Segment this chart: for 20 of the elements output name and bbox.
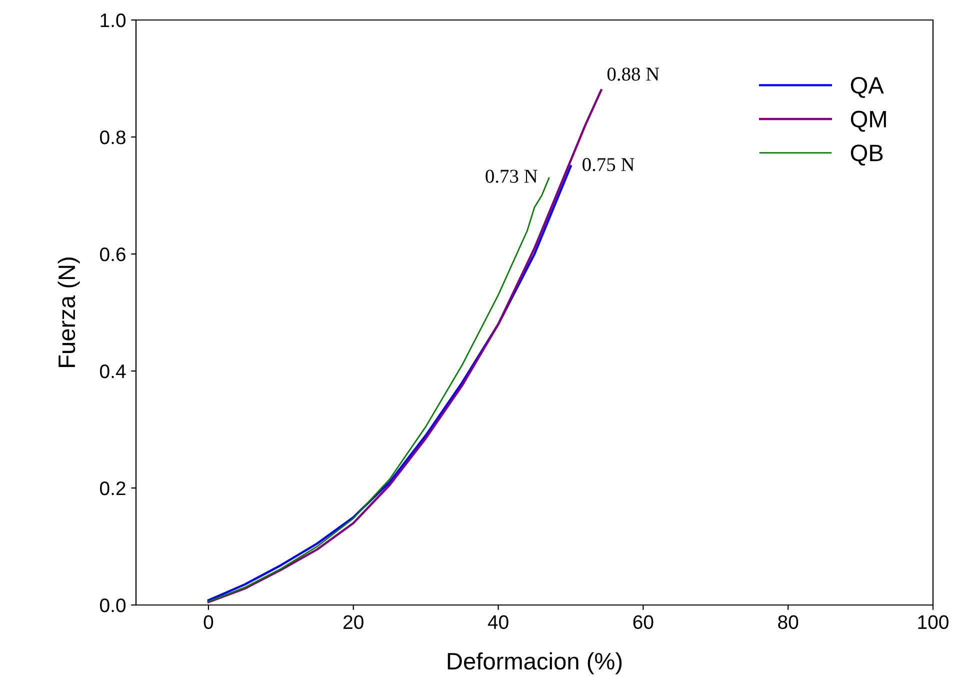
y-tick-label: 0.6 — [100, 247, 126, 262]
y-tick-label: 0.2 — [100, 481, 126, 496]
x-tick-label: 60 — [633, 615, 654, 630]
legend-label: QM — [850, 110, 886, 132]
y-tick-label: 1.0 — [100, 13, 126, 28]
x-tick-label: 80 — [778, 615, 798, 630]
legend-label: QA — [850, 76, 884, 98]
annotation: 0.73 N — [486, 170, 538, 183]
legend-label: QB — [850, 144, 883, 166]
x-tick-label: 40 — [488, 615, 508, 630]
y-tick-label: 0.8 — [100, 130, 126, 144]
annotation: 0.88 N — [607, 68, 660, 81]
x-axis-title: Deformacion (%) — [448, 652, 622, 674]
annotation: 0.75 N — [582, 158, 634, 172]
y-tick-label: 0.4 — [100, 364, 126, 378]
x-tick-label: 100 — [918, 615, 948, 630]
y-tick-label: 0.0 — [100, 598, 126, 612]
x-tick-label: 20 — [344, 615, 364, 630]
x-tick-label: 0 — [204, 615, 214, 630]
y-axis-title: Fuerza (N) — [58, 258, 80, 367]
